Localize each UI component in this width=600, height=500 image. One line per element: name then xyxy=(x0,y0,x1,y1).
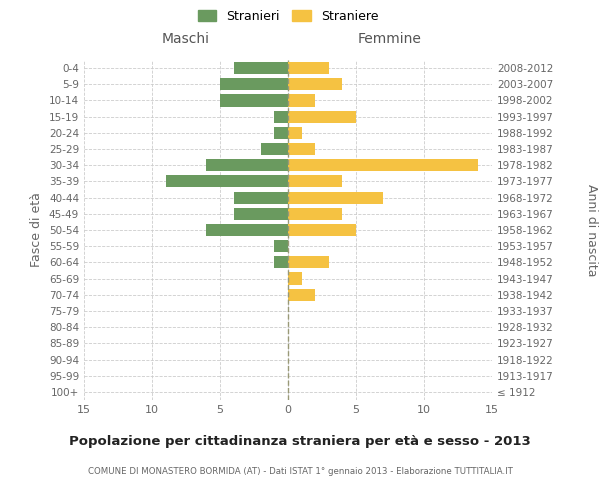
Y-axis label: Fasce di età: Fasce di età xyxy=(31,192,43,268)
Bar xyxy=(261,143,288,155)
Bar xyxy=(206,224,288,236)
Bar xyxy=(274,110,288,122)
Bar xyxy=(220,78,288,90)
Bar xyxy=(274,127,288,139)
Y-axis label: Anni di nascita: Anni di nascita xyxy=(585,184,598,276)
Bar xyxy=(288,224,356,236)
Bar xyxy=(288,256,329,268)
Bar xyxy=(288,288,315,301)
Bar xyxy=(288,78,343,90)
Bar xyxy=(233,192,288,203)
Bar xyxy=(288,143,315,155)
Legend: Stranieri, Straniere: Stranieri, Straniere xyxy=(194,6,382,26)
Bar xyxy=(166,176,288,188)
Text: Popolazione per cittadinanza straniera per età e sesso - 2013: Popolazione per cittadinanza straniera p… xyxy=(69,435,531,448)
Bar xyxy=(233,208,288,220)
Bar xyxy=(288,176,343,188)
Bar xyxy=(288,272,302,284)
Bar xyxy=(288,127,302,139)
Bar xyxy=(288,192,383,203)
Bar xyxy=(288,208,343,220)
Bar xyxy=(206,159,288,172)
Text: Femmine: Femmine xyxy=(358,32,422,46)
Bar xyxy=(288,62,329,74)
Bar xyxy=(288,110,356,122)
Text: COMUNE DI MONASTERO BORMIDA (AT) - Dati ISTAT 1° gennaio 2013 - Elaborazione TUT: COMUNE DI MONASTERO BORMIDA (AT) - Dati … xyxy=(88,468,512,476)
Bar xyxy=(233,62,288,74)
Text: Maschi: Maschi xyxy=(162,32,210,46)
Bar xyxy=(274,256,288,268)
Bar xyxy=(220,94,288,106)
Bar xyxy=(274,240,288,252)
Bar xyxy=(288,94,315,106)
Bar xyxy=(288,159,478,172)
